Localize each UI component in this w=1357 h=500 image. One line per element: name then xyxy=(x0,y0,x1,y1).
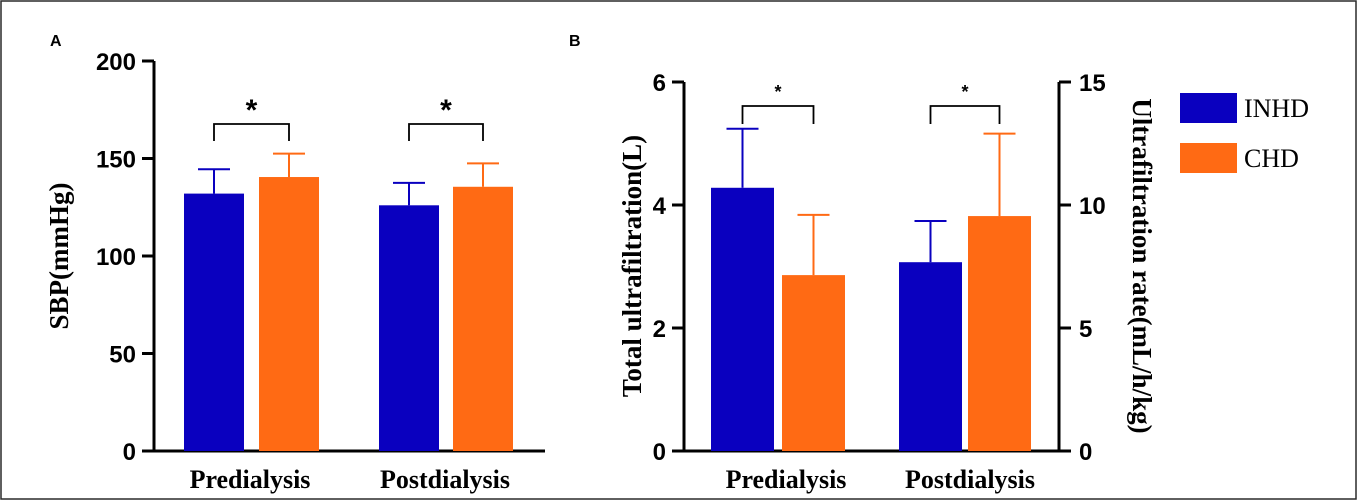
panel-a-bar-chd-predialysis xyxy=(259,177,319,451)
panel-b-bar-inhd-postdialysis xyxy=(899,262,962,451)
panel-a-y-tick-label: 100 xyxy=(96,244,136,271)
panel-b-category-label-postdialysis: Postdialysis xyxy=(905,465,1035,494)
panel-a-y-tick-label: 50 xyxy=(109,342,136,369)
panel-a-y-tick-label: 150 xyxy=(96,147,136,174)
panel-b-bar-chd-predialysis xyxy=(782,275,845,451)
panel-b-y-tick-label-left: 0 xyxy=(653,439,666,466)
panel-b-y2-axis-title: Ultrafiltration rate(mL/h/kg) xyxy=(1127,98,1157,433)
panel-a-y-tick-label: 200 xyxy=(96,49,136,76)
panel-b: B Total ultrafiltration(L) Ultrafiltrati… xyxy=(569,33,1157,494)
panel-b-bar-chd-postdialysis xyxy=(968,216,1031,451)
panel-b-y-tick-label-left: 2 xyxy=(653,316,666,343)
legend-swatch-chd xyxy=(1180,143,1237,173)
panel-a-label: A xyxy=(50,33,62,50)
panel-b-y-tick-label-left: 6 xyxy=(653,70,666,97)
legend-swatch-inhd xyxy=(1180,93,1237,123)
panel-a-y-tick-label: 0 xyxy=(123,439,136,466)
panel-a-bar-inhd-predialysis xyxy=(184,193,244,451)
panel-b-significance-bracket xyxy=(741,105,815,124)
panel-b-significance-bracket xyxy=(929,105,1001,124)
panel-b-label: B xyxy=(569,33,581,50)
panel-b-y-tick-label-right: 10 xyxy=(1079,193,1106,220)
panel-a-y-axis-title: SBP(mmHg) xyxy=(44,183,74,330)
panel-a-significance-marker: * xyxy=(246,94,258,127)
panel-a-category-label-predialysis: Predialysis xyxy=(190,465,311,494)
panel-a-bar-chd-postdialysis xyxy=(453,186,513,451)
panel-b-significance-marker: * xyxy=(774,82,781,102)
panel-b-y-tick-label-right: 15 xyxy=(1079,70,1106,97)
panel-b-y-axis-title: Total ultrafiltration(L) xyxy=(617,135,647,397)
legend-label-inhd: INHD xyxy=(1244,94,1309,123)
panel-b-category-label-predialysis: Predialysis xyxy=(726,465,847,494)
panel-a-category-label-postdialysis: Postdialysis xyxy=(380,465,510,494)
panel-b-y-tick-label-right: 0 xyxy=(1079,439,1092,466)
panel-b-bar-inhd-predialysis xyxy=(711,187,774,451)
panel-b-significance-marker: * xyxy=(961,82,968,102)
panel-a-bar-inhd-postdialysis xyxy=(379,205,439,451)
legend: INHD CHD xyxy=(1180,93,1309,173)
legend-label-chd: CHD xyxy=(1244,144,1299,173)
panel-a-significance-bracket xyxy=(408,123,484,141)
panel-b-y-tick-label-right: 5 xyxy=(1079,316,1092,343)
panel-a: A SBP(mmHg) 0 50 100 150 200 Predialysis Postd… xyxy=(44,33,545,494)
panel-a-significance-marker: * xyxy=(440,94,452,127)
panel-b-y-tick-label-left: 4 xyxy=(653,193,667,220)
panel-a-significance-bracket xyxy=(213,123,290,141)
